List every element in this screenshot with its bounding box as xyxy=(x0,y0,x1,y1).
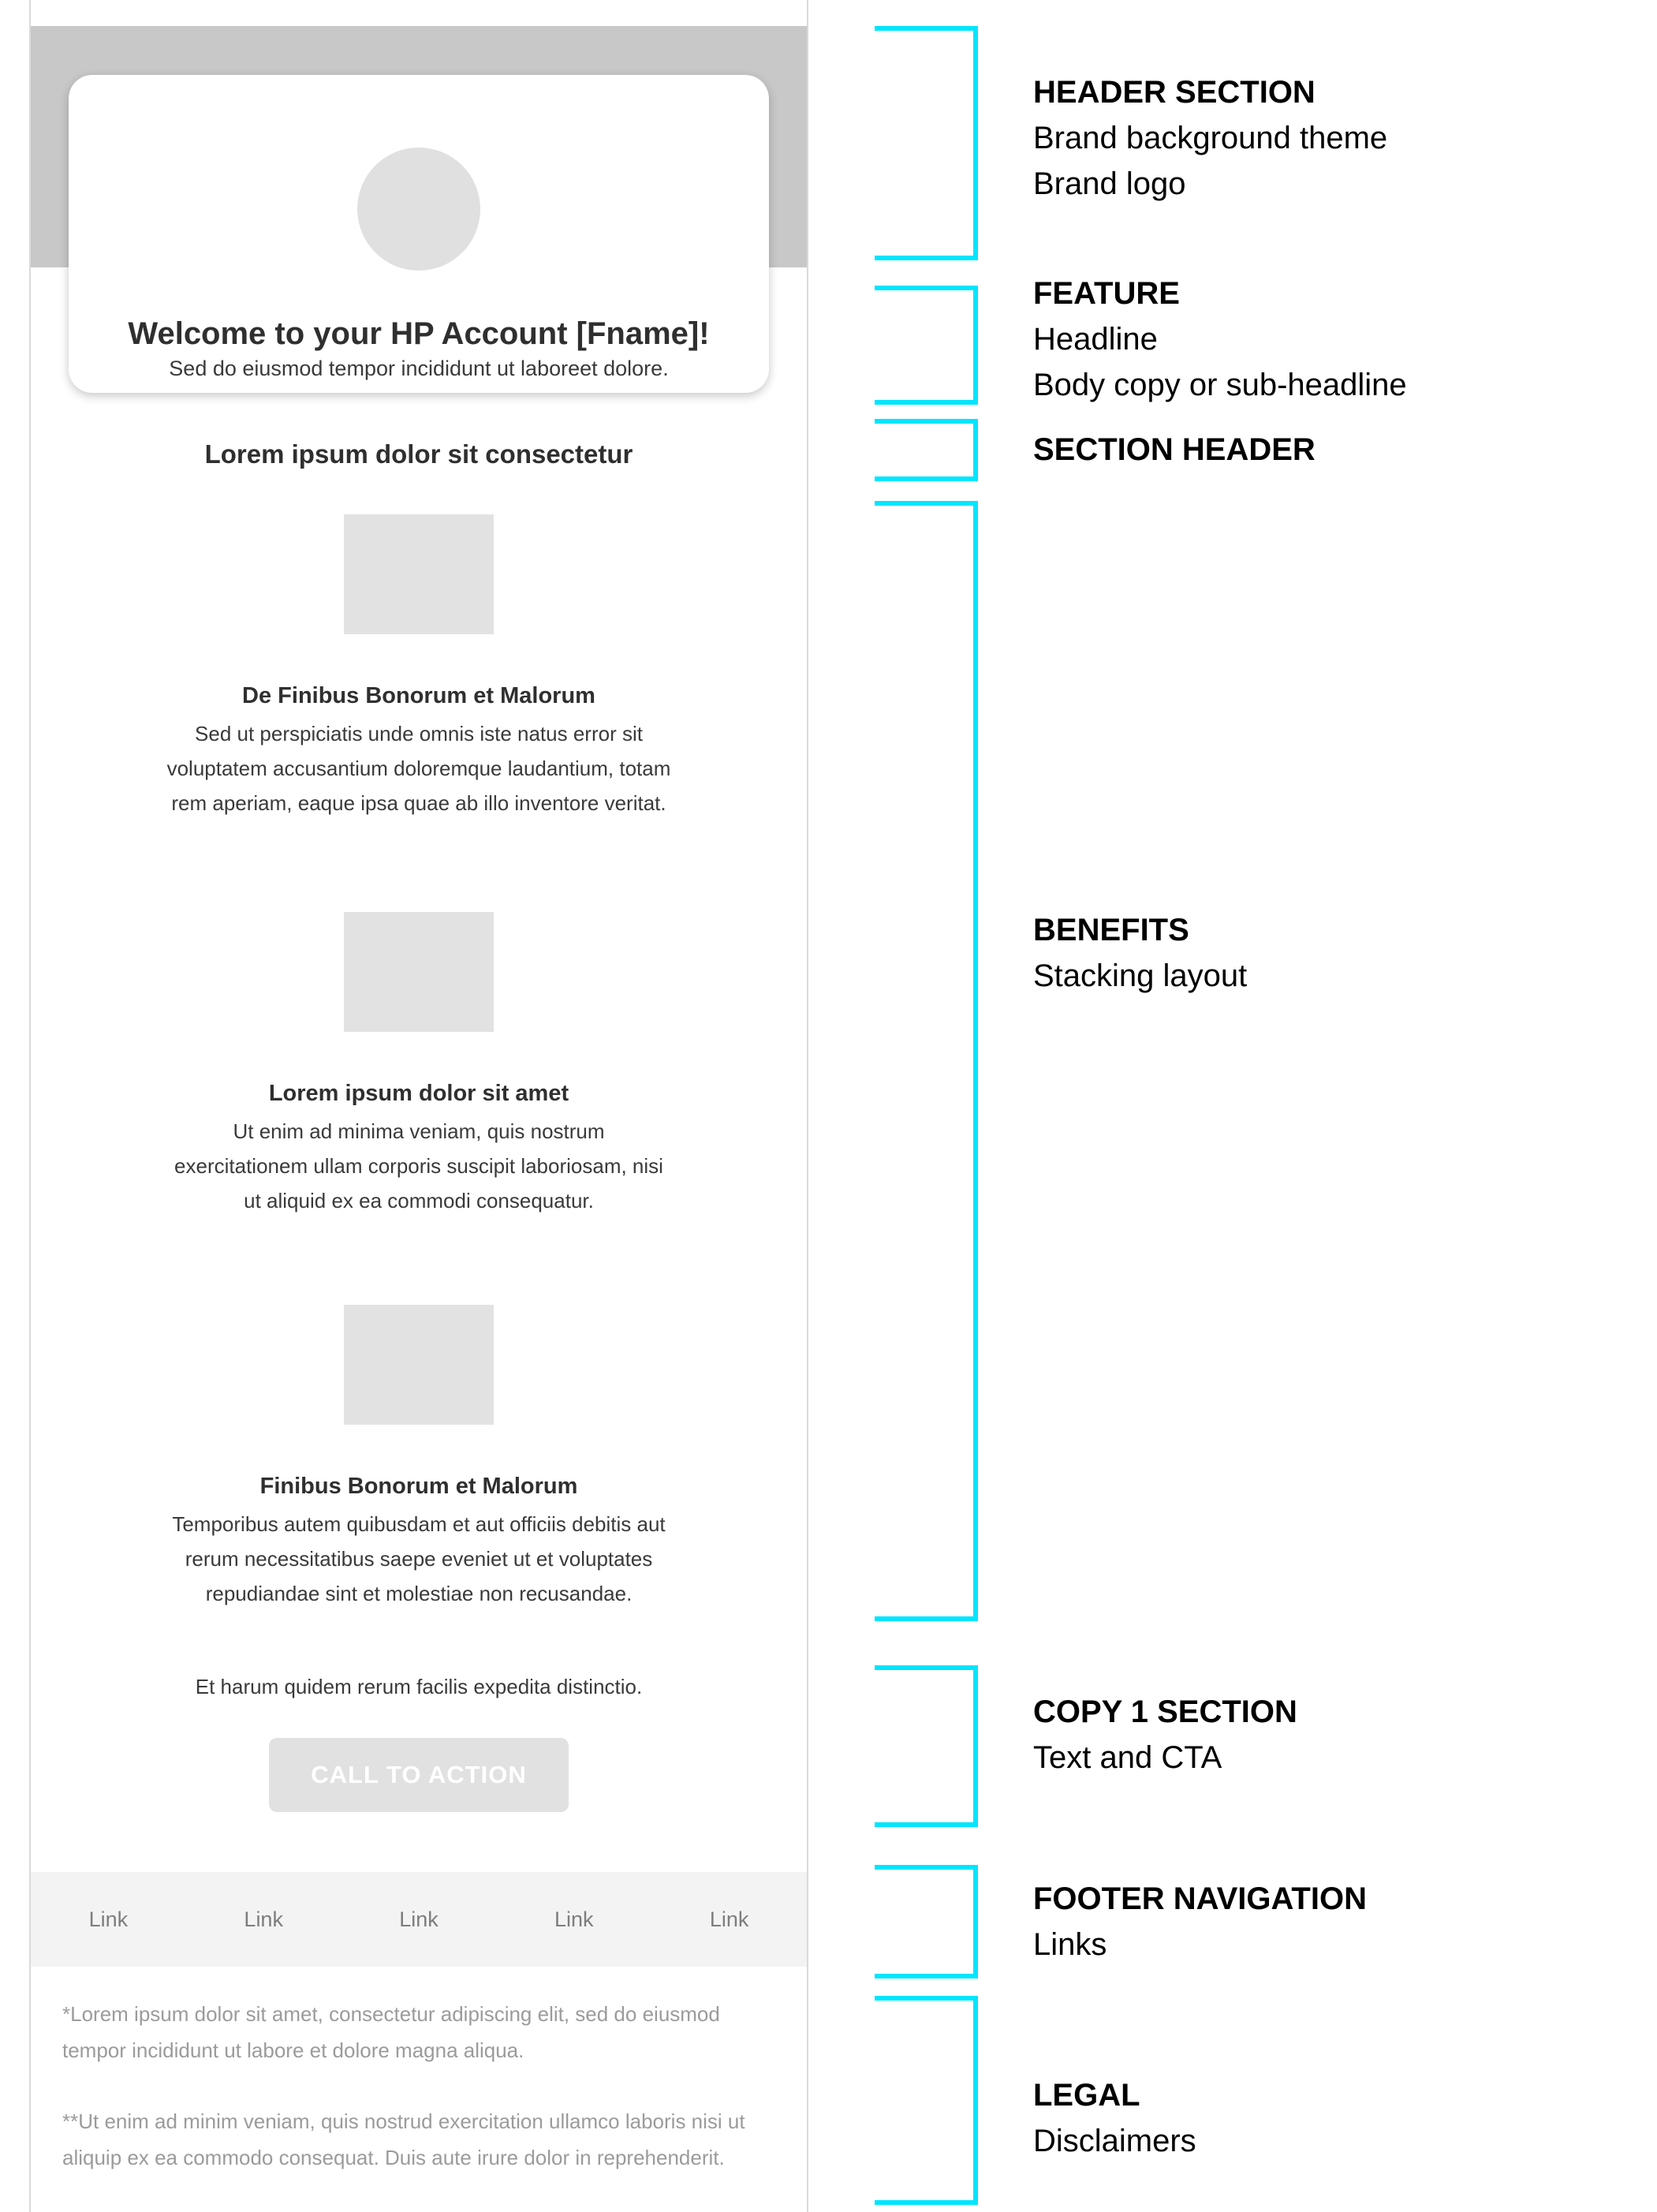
legal-section: *Lorem ipsum dolor sit amet, consectetur… xyxy=(62,1996,775,2210)
annotation-label: Text and CTA xyxy=(1033,1740,1222,1775)
footer-link-1[interactable]: Link xyxy=(88,1907,129,1931)
bracket-header-section xyxy=(875,26,978,260)
annotation-title: COPY 1 SECTION xyxy=(1033,1694,1297,1729)
annotation-title: SECTION HEADER xyxy=(1033,432,1316,467)
section-header: Lorem ipsum dolor sit consectetur xyxy=(204,439,633,469)
annotation-label: Links xyxy=(1033,1927,1107,1962)
annotation-label: Body copy or sub-headline xyxy=(1033,368,1407,402)
benefit-body: Ut enim ad minima veniam, quis nostrum e… xyxy=(174,1119,663,1212)
annotation-header-section: HEADER SECTION Brand background theme Br… xyxy=(1033,69,1387,207)
bracket-copy1-section xyxy=(875,1665,978,1827)
benefit-title: De Finibus Bonorum et Malorum xyxy=(242,683,595,708)
benefit-image-placeholder-icon xyxy=(344,514,494,634)
annotation-title: HEADER SECTION xyxy=(1033,75,1316,110)
benefit-body: Temporibus autem quibusdam et aut offici… xyxy=(172,1512,666,1605)
call-to-action-button[interactable]: CALL TO ACTION xyxy=(269,1738,569,1812)
bracket-section-header xyxy=(875,419,978,481)
annotation-benefits: BENEFITS Stacking layout xyxy=(1033,907,1247,999)
annotation-label: Brand logo xyxy=(1033,166,1186,201)
legal-disclaimer-2: **Ut enim ad minim veniam, quis nostrud … xyxy=(62,2109,745,2169)
legal-disclaimer-1: *Lorem ipsum dolor sit amet, consectetur… xyxy=(62,2002,720,2062)
annotation-label: Stacking layout xyxy=(1033,958,1248,993)
annotation-feature: FEATURE Headline Body copy or sub-headli… xyxy=(1033,271,1407,408)
annotation-title: BENEFITS xyxy=(1033,913,1189,947)
annotation-legal: LEGAL Disclaimers xyxy=(1033,2072,1196,2164)
annotation-label: Disclaimers xyxy=(1033,2124,1196,2158)
annotation-title: FEATURE xyxy=(1033,276,1180,311)
benefit-block-3: Finibus Bonorum et Malorum Temporibus au… xyxy=(31,1305,807,1611)
brand-logo-icon xyxy=(357,148,480,271)
bracket-feature xyxy=(875,286,978,405)
email-preview: Welcome to your HP Account [Fname]! Sed … xyxy=(29,0,808,2212)
benefit-image-placeholder-icon xyxy=(344,912,494,1032)
benefit-block-2: Lorem ipsum dolor sit amet Ut enim ad mi… xyxy=(31,912,807,1218)
annotation-label: Headline xyxy=(1033,322,1158,357)
copy1-text: Et harum quidem rerum facilis expedita d… xyxy=(195,1675,643,1698)
footer-link-3[interactable]: Link xyxy=(399,1907,439,1931)
footer-link-5[interactable]: Link xyxy=(709,1907,749,1931)
benefit-title: Lorem ipsum dolor sit amet xyxy=(268,1081,569,1106)
annotation-label: Brand background theme xyxy=(1033,121,1388,155)
annotation-title: FOOTER NAVIGATION xyxy=(1033,1881,1367,1916)
benefit-body: Sed ut perspiciatis unde omnis iste natu… xyxy=(166,722,671,815)
feature-headline: Welcome to your HP Account [Fname]! xyxy=(128,316,710,351)
annotation-section-header: SECTION HEADER xyxy=(1033,427,1316,473)
benefit-title: Finibus Bonorum et Malorum xyxy=(259,1474,578,1499)
bracket-footer-navigation xyxy=(875,1865,978,1978)
benefit-block-1: De Finibus Bonorum et Malorum Sed ut per… xyxy=(31,514,807,820)
footer-nav: Link Link Link Link Link xyxy=(31,1872,807,1967)
footer-link-2[interactable]: Link xyxy=(244,1907,283,1931)
bracket-benefits xyxy=(875,501,978,1621)
header-card: Welcome to your HP Account [Fname]! Sed … xyxy=(69,75,769,393)
footer-link-4[interactable]: Link xyxy=(554,1907,594,1931)
feature-subheadline: Sed do eiusmod tempor incididunt ut labo… xyxy=(169,357,669,380)
annotation-copy1-section: COPY 1 SECTION Text and CTA xyxy=(1033,1689,1297,1780)
bracket-legal xyxy=(875,1996,978,2205)
annotation-title: LEGAL xyxy=(1033,2078,1140,2113)
benefit-image-placeholder-icon xyxy=(344,1305,494,1425)
annotation-footer-navigation: FOOTER NAVIGATION Links xyxy=(1033,1876,1367,1967)
